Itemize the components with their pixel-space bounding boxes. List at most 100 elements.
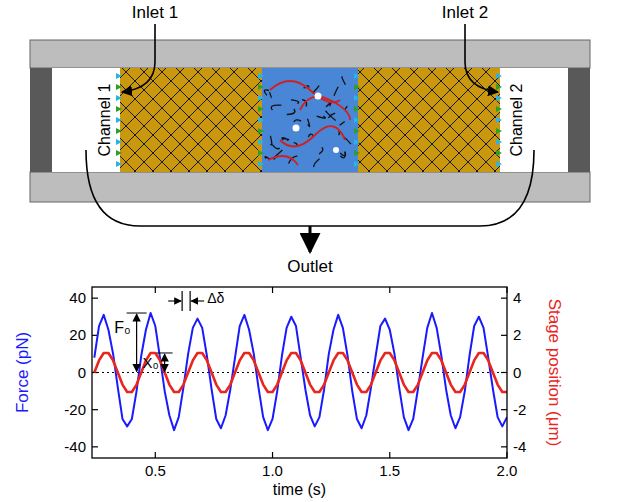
x-tick <box>389 287 390 293</box>
flow-marker <box>116 139 122 145</box>
membrane-1 <box>120 68 262 172</box>
fiber <box>317 116 326 118</box>
flow-marker <box>116 106 122 112</box>
fiber <box>334 87 338 96</box>
fiber <box>264 90 269 95</box>
flow-marker <box>496 150 502 156</box>
x-tick-label: 0.5 <box>145 462 166 479</box>
annotation-line <box>157 352 173 353</box>
series-line <box>94 353 507 392</box>
flow-marker <box>258 95 264 101</box>
fiber <box>326 111 336 120</box>
y-tick <box>92 298 98 299</box>
flow-marker <box>116 73 122 79</box>
bottom-wall <box>30 172 590 202</box>
x-axis-title: time (s) <box>273 481 326 498</box>
bead <box>333 147 339 153</box>
y2-axis-title: Stage position (μm) <box>545 299 564 447</box>
annotation-arrow <box>164 354 165 372</box>
flow-marker <box>496 84 502 90</box>
x-tick <box>389 452 390 458</box>
fiber <box>338 132 340 135</box>
y-axis-title: Force (pN) <box>13 332 32 413</box>
x-tick <box>272 452 273 458</box>
annotation-line <box>182 291 183 311</box>
y2-tick-label: 2 <box>513 326 521 343</box>
gel-region <box>262 68 358 172</box>
flow-marker <box>116 95 122 101</box>
fiber <box>314 159 320 167</box>
flow-marker <box>496 73 502 79</box>
fiber <box>270 136 271 145</box>
outlet-label: Outlet <box>287 257 333 276</box>
fiber <box>282 138 286 140</box>
x-tick <box>272 287 273 293</box>
flow-marker <box>116 161 122 167</box>
flow-marker <box>258 150 264 156</box>
fiber <box>319 147 323 154</box>
flow-marker <box>354 106 360 112</box>
top-wall <box>30 40 590 68</box>
annotation-line <box>127 313 147 314</box>
fiber <box>340 122 345 125</box>
annotation-label: X₀ <box>142 354 158 371</box>
flow-marker <box>258 128 264 134</box>
flow-marker <box>116 128 122 134</box>
flow-marker <box>116 84 122 90</box>
inlet-label: Inlet 1 <box>132 3 178 22</box>
fiber <box>282 139 289 141</box>
x-tick-label: 1.0 <box>262 462 283 479</box>
flow-marker <box>496 117 502 123</box>
annotations: F₀ X₀ Δδ <box>114 290 224 372</box>
flow-marker <box>496 161 502 167</box>
flow-marker <box>258 161 264 167</box>
annotation-label: Δδ <box>207 290 224 306</box>
chart: 0.51.01.52.0-40-2002040-4-2024Force (pN)… <box>13 287 564 498</box>
fiber <box>345 106 347 109</box>
membrane-2 <box>358 68 500 172</box>
y2-tick <box>501 409 507 410</box>
fiber <box>291 100 299 104</box>
annotation-arrow <box>191 300 204 301</box>
flow-marker <box>116 150 122 156</box>
inlet-label: Inlet 2 <box>442 3 488 22</box>
flow-marker <box>354 95 360 101</box>
plot-frame <box>92 287 507 458</box>
flow-marker <box>354 150 360 156</box>
y-tick <box>92 446 98 447</box>
fiber <box>308 119 310 127</box>
fiber <box>340 152 345 158</box>
flow-marker <box>258 73 264 79</box>
y2-tick-label: -2 <box>513 401 526 418</box>
annotation-line <box>190 291 191 311</box>
y2-tick-label: 0 <box>513 364 521 381</box>
crosslinked-fiber <box>268 156 298 165</box>
fiber <box>271 105 281 110</box>
channel-label: Channel 2 <box>508 83 525 156</box>
channel-label: Channel 1 <box>96 83 113 156</box>
flow-marker <box>354 139 360 145</box>
y2-tick <box>501 446 507 447</box>
y-tick-label: -20 <box>64 401 86 418</box>
flow-marker <box>354 84 360 90</box>
flow-marker <box>354 73 360 79</box>
device-diagram: Inlet 1 Inlet 2 Channel 1 Channel 2 Outlet <box>30 3 590 276</box>
annotation-arrow <box>136 314 137 371</box>
x-tick-label: 1.5 <box>379 462 400 479</box>
y-tick-label: -40 <box>64 438 86 455</box>
inlet-2-arrow <box>465 24 498 92</box>
series-line <box>94 313 507 430</box>
fiber <box>294 143 297 145</box>
flow-marker <box>354 161 360 167</box>
fiber <box>304 87 306 88</box>
x-tick <box>155 287 156 293</box>
y-tick-label: 0 <box>78 364 86 381</box>
series-group <box>94 313 507 430</box>
flow-marker <box>354 128 360 134</box>
fiber <box>340 152 345 156</box>
figure: Inlet 1 Inlet 2 Channel 1 Channel 2 Outlet 0.… <box>0 0 620 502</box>
outlet-bracket <box>86 150 534 226</box>
annotation-label: F₀ <box>114 319 130 336</box>
fiber <box>287 109 295 115</box>
y2-tick-label: 4 <box>513 289 521 306</box>
